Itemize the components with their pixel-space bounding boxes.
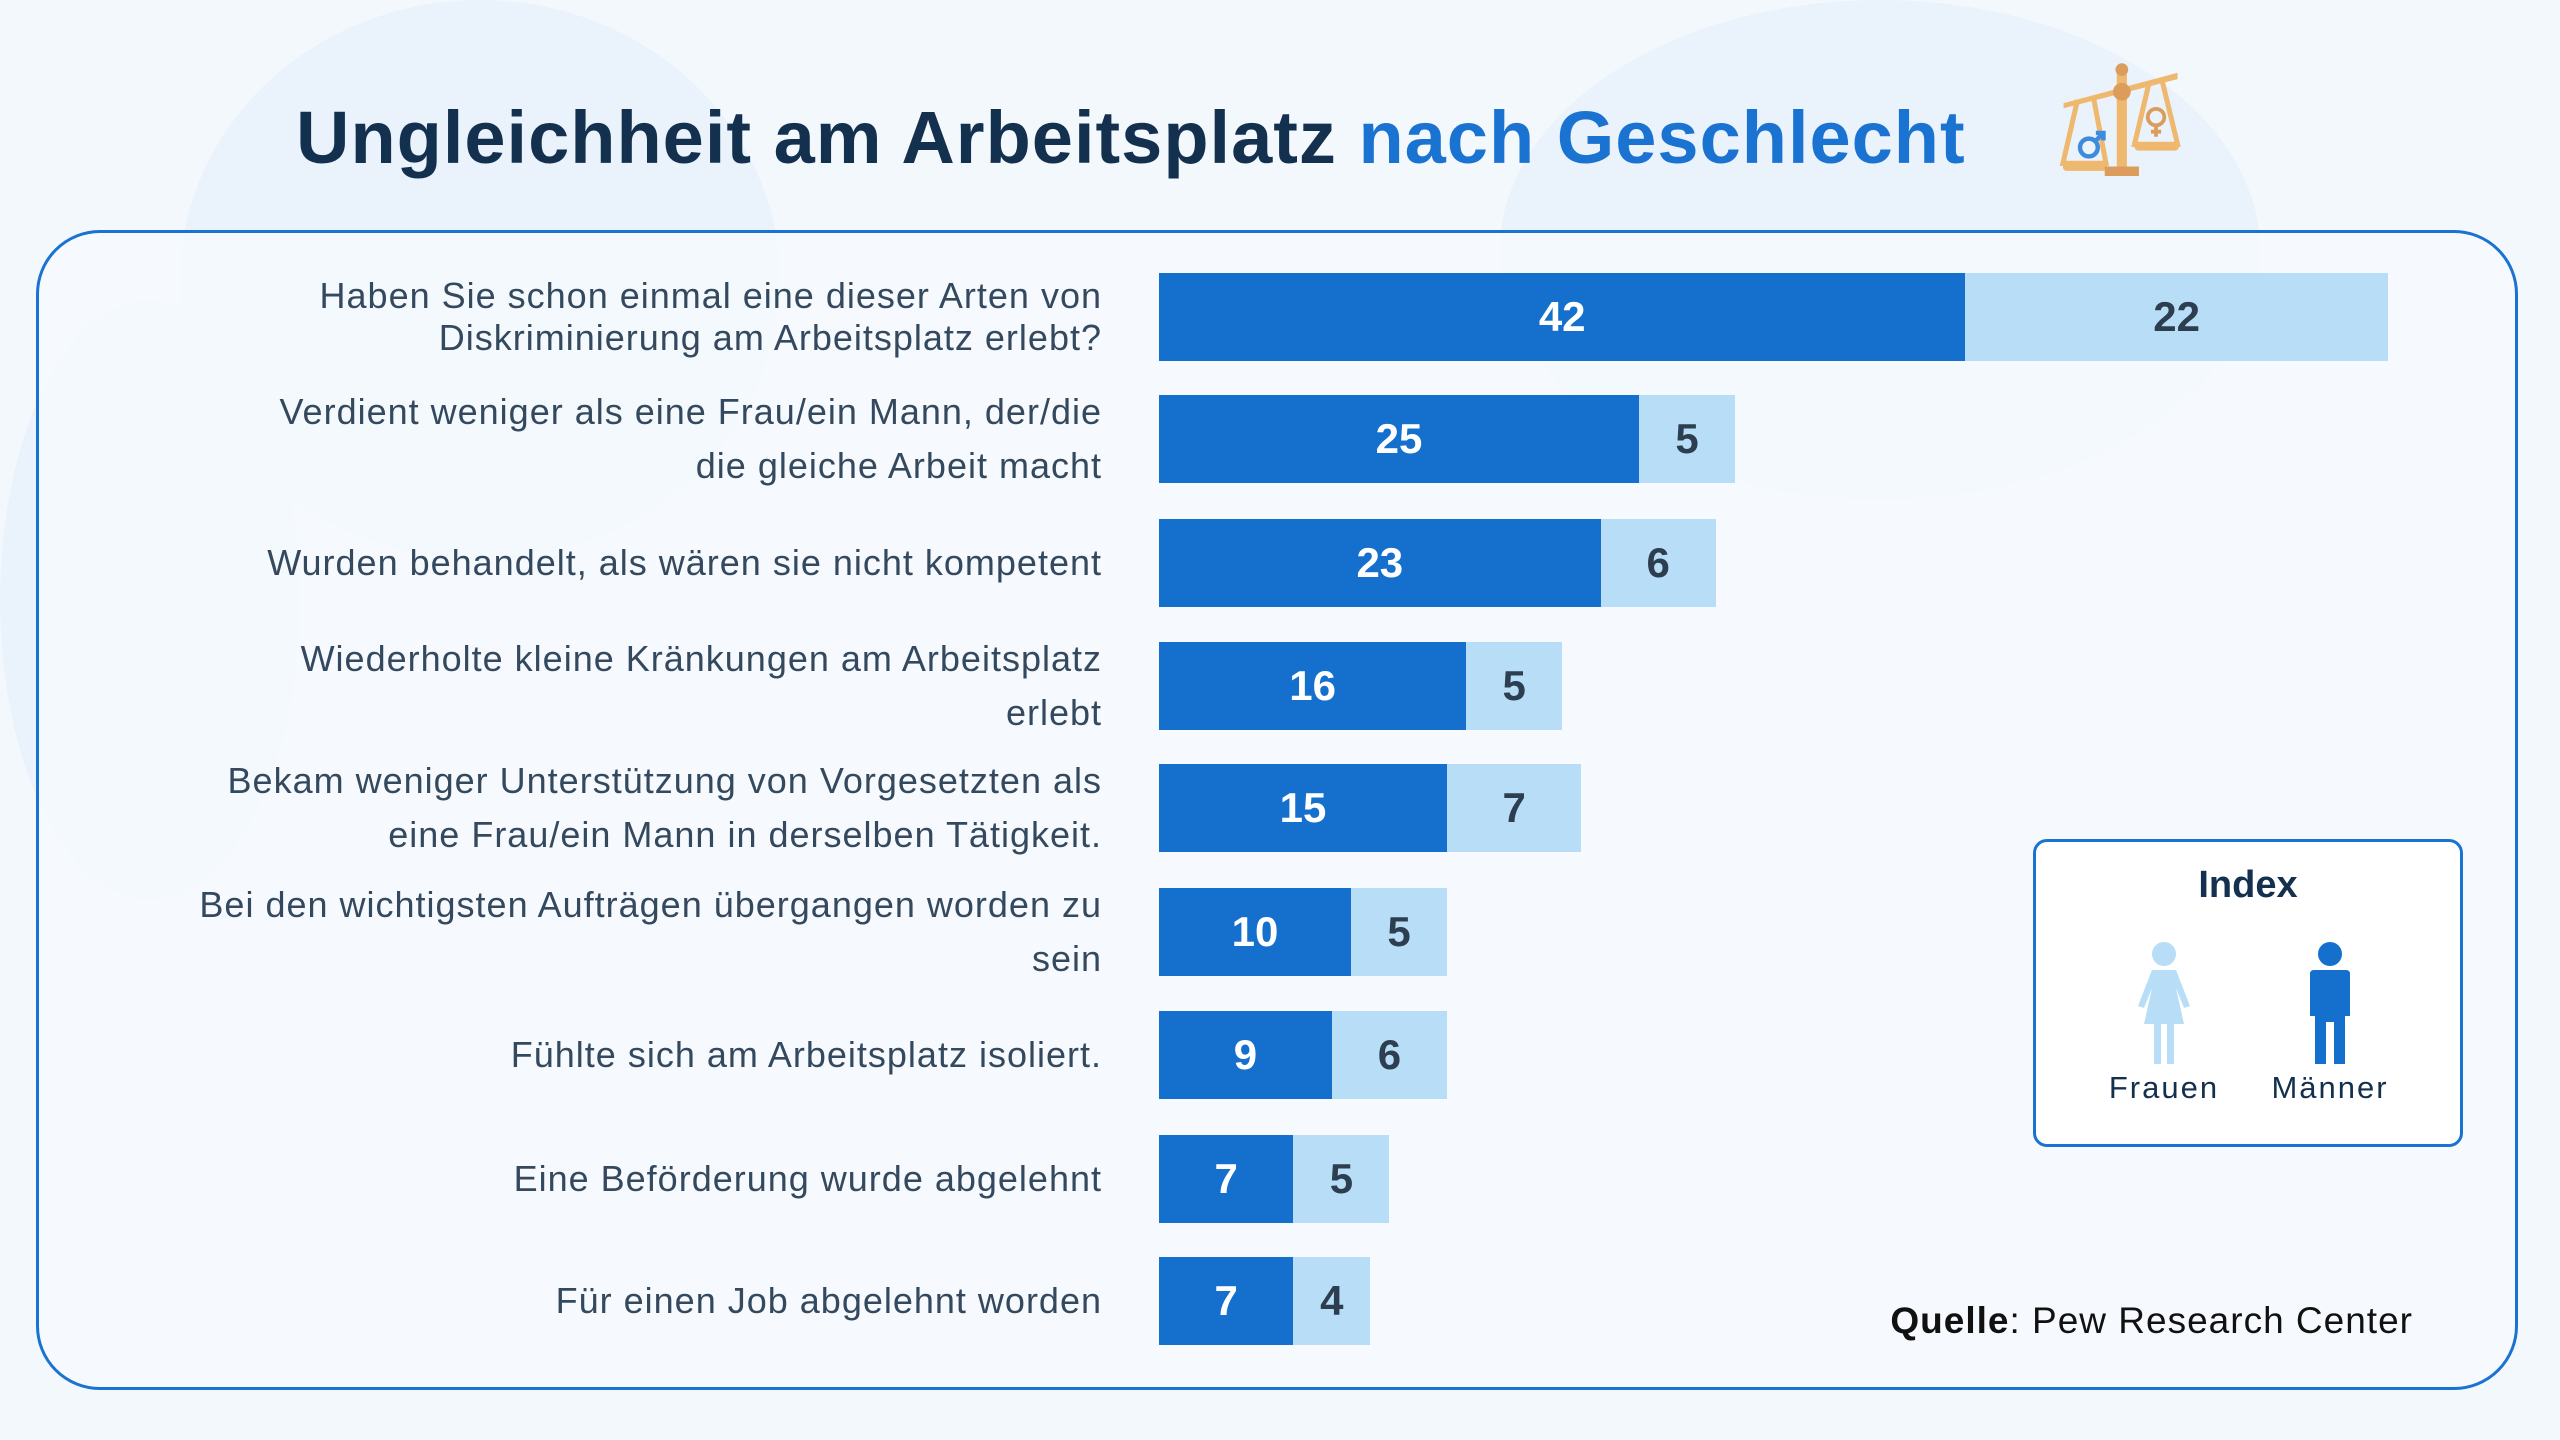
data-label: 7 [1214, 1155, 1238, 1202]
category-label: Verdient weniger als eine Frau/ein Mann,… [279, 391, 1102, 486]
bar-light: 5 [1639, 395, 1735, 483]
data-label: 42 [1538, 293, 1586, 340]
title-accent: nach Geschlecht [1358, 96, 1966, 179]
data-label: 9 [1233, 1031, 1258, 1078]
page-title: Ungleichheit am Arbeitsplatz nach Geschl… [296, 95, 1966, 180]
bar-light: 22 [1965, 273, 2388, 361]
category-label: Wurden behandelt, als wären sie nicht ko… [267, 542, 1102, 583]
legend-label-maenner: Männer [2271, 1070, 2389, 1105]
category-label: Haben Sie schon einmal eine dieser Arten… [319, 275, 1102, 358]
category-label: Bei den wichtigsten Aufträgen übergangen… [199, 884, 1102, 979]
bar-dark: 7 [1159, 1135, 1294, 1223]
legend-title: Index [2198, 864, 2298, 906]
source-note: Quelle: Pew Research Center [1880, 1300, 2413, 1342]
bar-light: 5 [1351, 888, 1447, 976]
category-label: Eine Beförderung wurde abgelehnt [513, 1158, 1102, 1199]
woman-icon [2138, 942, 2190, 1064]
category-label: Wiederholte kleine Kränkungen am Arbeits… [300, 638, 1102, 733]
source-prefix: Quelle [1890, 1300, 2010, 1341]
legend-label-frauen: Frauen [2108, 1070, 2220, 1105]
data-label: 25 [1375, 415, 1423, 462]
data-label: 7 [1214, 1277, 1238, 1324]
data-label: 23 [1356, 539, 1404, 586]
category-label: Fühlte sich am Arbeitsplatz isoliert. [510, 1034, 1102, 1075]
data-label: 6 [1377, 1031, 1402, 1078]
data-label: 5 [1329, 1155, 1354, 1202]
data-label: 6 [1646, 539, 1670, 586]
bar-dark: 10 [1159, 888, 1351, 976]
bar-dark: 23 [1159, 519, 1601, 607]
bar-light: 6 [1331, 1011, 1447, 1099]
data-label: 15 [1279, 784, 1327, 831]
legend: Index Frauen Männer [2033, 839, 2463, 1147]
bar-dark: 15 [1159, 764, 1447, 852]
data-label: 5 [1387, 908, 1411, 955]
data-label: 7 [1502, 784, 1526, 831]
data-label: 16 [1289, 662, 1336, 709]
bar-light: 6 [1600, 519, 1716, 607]
category-label: Für einen Job abgelehnt worden [555, 1280, 1102, 1321]
data-label: 4 [1320, 1277, 1344, 1324]
bar-light: 5 [1293, 1135, 1390, 1223]
data-label: 10 [1231, 908, 1279, 955]
bar-light: 7 [1447, 764, 1582, 852]
bar-dark: 16 [1159, 642, 1467, 730]
man-icon [2310, 942, 2350, 1064]
data-label: 5 [1675, 415, 1699, 462]
scales-gender-icon [2059, 63, 2181, 176]
bar-dark: 7 [1159, 1257, 1294, 1345]
data-label: 5 [1502, 662, 1526, 709]
data-label: 22 [2153, 293, 2200, 340]
bar-dark: 42 [1159, 273, 1966, 361]
bar-dark: 9 [1159, 1011, 1332, 1099]
bar-dark: 25 [1159, 395, 1639, 483]
bar-light: 5 [1466, 642, 1563, 730]
title-main: Ungleichheit am Arbeitsplatz [296, 96, 1337, 179]
source-text: : Pew Research Center [2009, 1300, 2413, 1341]
bar-light: 4 [1293, 1257, 1371, 1345]
category-label: Bekam weniger Unterstützung von Vorgeset… [227, 760, 1102, 855]
